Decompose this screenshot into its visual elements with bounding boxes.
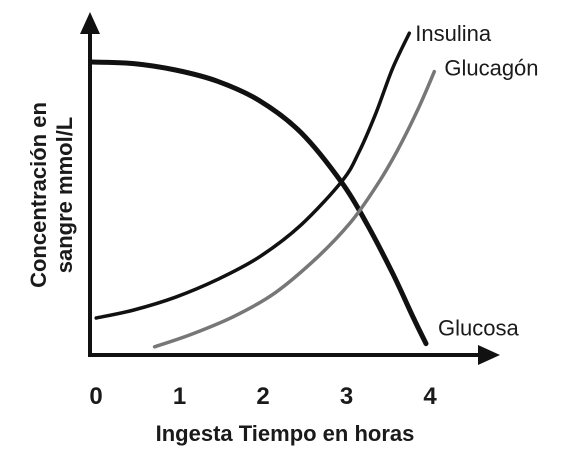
series-line-glucagon [152,69,437,349]
x-tick-label-3: 3 [340,383,353,410]
y-axis-title-line-2: sangre mmol/L [52,117,77,273]
y-axis-title-line-1: Concentración en [26,102,51,288]
x-tick-label-2: 2 [256,383,269,410]
y-axis-title: Concentración en sangre mmol/L [26,102,77,288]
series-label-glucosa: Glucosa [438,316,519,341]
series-labels: Glucosa Insulina Glucagón [415,21,538,340]
series-layer [89,31,437,349]
x-tick-labels: 0 1 2 3 4 [89,383,437,410]
series-line-insulina [94,31,412,320]
x-tick-label-0: 0 [89,383,102,410]
series-line-glucosa [89,59,429,347]
x-axis-title: Ingesta Tiempo en horas [156,421,415,446]
y-axis-arrow [80,12,100,34]
series-label-insulina: Insulina [415,21,492,46]
x-tick-label-4: 4 [423,383,437,410]
x-axis-arrow [478,345,500,365]
series-label-glucagon: Glucagón [444,56,538,81]
x-tick-label-1: 1 [173,383,186,410]
